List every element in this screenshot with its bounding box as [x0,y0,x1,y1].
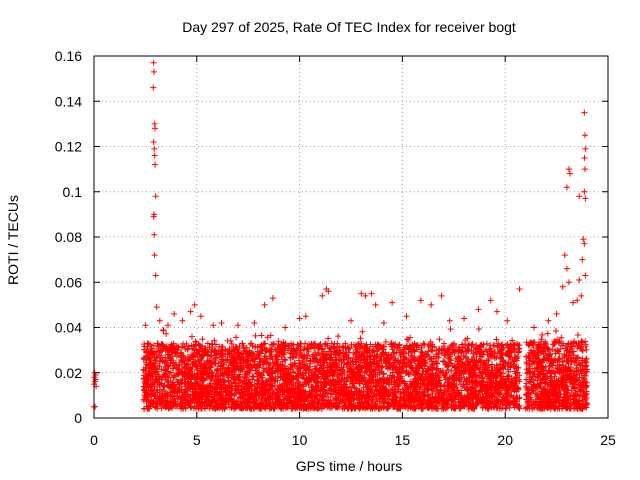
data-point [277,361,284,368]
data-point [175,386,182,393]
data-point [342,340,349,347]
data-point [305,348,312,355]
data-point [224,337,231,344]
data-point [475,325,482,332]
data-point [258,350,265,357]
data-point [228,340,235,347]
data-point [439,367,446,374]
data-point [357,335,364,342]
data-point [222,346,229,353]
grid-lines [94,56,608,418]
data-point [426,371,433,378]
data-point [405,336,412,343]
data-point [436,336,443,343]
data-point [483,340,490,347]
data-point [574,331,581,338]
data-point [430,355,437,362]
data-point [215,360,222,367]
data-point [179,340,186,347]
data-point [382,338,389,345]
data-point [163,330,170,337]
data-point [340,364,347,371]
data-point [273,359,280,366]
data-point [465,342,472,349]
data-point [421,341,428,348]
data-point [211,337,218,344]
data-points [91,59,591,412]
data-point [544,330,551,337]
data-point [447,326,454,333]
data-point [208,352,215,359]
data-point [304,344,311,351]
data-point [188,333,195,340]
data-point [144,340,151,347]
data-point [258,332,265,339]
data-point [428,347,435,354]
data-point [337,370,344,377]
data-point [487,342,494,349]
data-point [395,342,402,349]
data-point [212,354,219,361]
data-point [403,342,410,349]
data-point [469,350,476,357]
data-point [389,346,396,353]
data-point [493,336,500,343]
data-point [513,340,520,347]
data-point [328,340,335,347]
data-point [402,380,409,387]
data-point [359,328,366,335]
data-point [344,344,351,351]
data-point [335,333,342,340]
data-point [516,345,523,352]
data-point [461,376,468,383]
data-point [328,391,335,398]
data-point [252,332,259,339]
data-point [233,334,240,341]
data-point [459,341,466,348]
data-point [199,336,206,343]
